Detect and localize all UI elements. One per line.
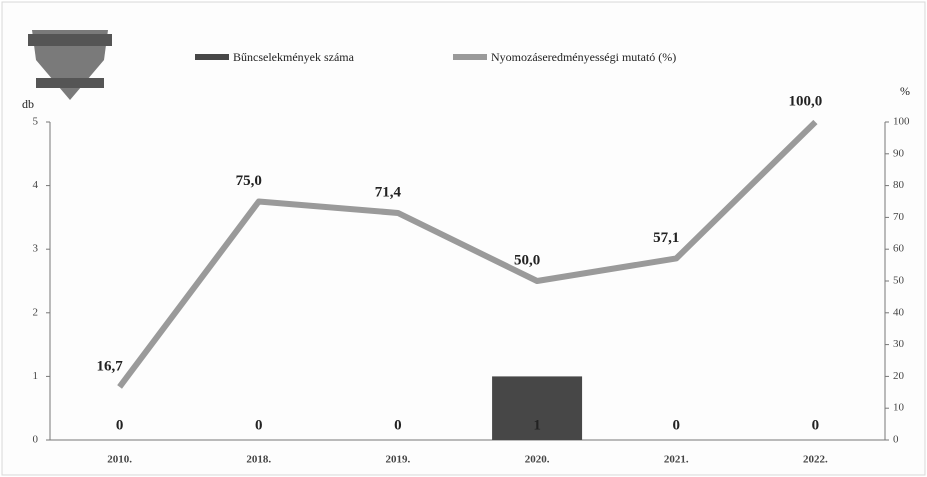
y2-tick-label: 30 [893, 338, 905, 350]
x-tick-label: 2021. [664, 454, 689, 466]
y2-tick-label: 100 [893, 116, 910, 128]
line [117, 119, 818, 389]
legend-swatch [453, 54, 487, 60]
y-tick-label: 2 [33, 306, 39, 318]
y2-axis-label: % [900, 84, 910, 98]
y2-tick-label: 40 [893, 306, 905, 318]
legend-label: Nyomozáseredményességi mutató (%) [491, 50, 676, 64]
bar-value-label: 1 [533, 417, 541, 433]
bar-value-label: 0 [394, 417, 402, 433]
logo [28, 30, 112, 100]
bar-value-label: 0 [812, 417, 820, 433]
y2-tick-label: 90 [893, 147, 905, 159]
y-axis-label: db [22, 97, 34, 111]
line-value-label: 57,1 [653, 230, 679, 246]
y2-tick-label: 60 [893, 243, 905, 255]
bar [492, 376, 583, 440]
y2-tick-label: 80 [893, 179, 905, 191]
legend-swatch [195, 54, 229, 60]
y2-tick-label: 70 [893, 211, 905, 223]
line-value-label: 16,7 [96, 358, 123, 374]
y-tick-label: 1 [33, 370, 39, 382]
bar-value-label: 0 [673, 417, 681, 433]
x-tick-label: 2010. [107, 454, 132, 466]
x-tick-label: 2018. [246, 454, 271, 466]
y-tick-label: 4 [33, 179, 39, 191]
y2-tick-label: 10 [893, 402, 905, 414]
x-tick-label: 2020. [525, 454, 550, 466]
line-value-label: 71,4 [375, 184, 402, 200]
y2-tick-label: 50 [893, 275, 905, 287]
line-value-label: 75,0 [236, 173, 262, 189]
y-tick-label: 0 [33, 434, 39, 446]
line-value-label: 50,0 [514, 252, 540, 268]
bar-value-label: 0 [116, 417, 124, 433]
y-tick-label: 3 [33, 243, 39, 255]
bar-value-label: 0 [255, 417, 263, 433]
x-tick-label: 2022. [803, 454, 828, 466]
y2-tick-label: 0 [893, 434, 899, 446]
y-tick-label: 5 [33, 116, 39, 128]
line-value-label: 100,0 [789, 93, 823, 109]
legend-label: Bűncselekmények száma [233, 50, 355, 64]
y2-tick-label: 20 [893, 370, 905, 382]
x-tick-label: 2019. [386, 454, 411, 466]
